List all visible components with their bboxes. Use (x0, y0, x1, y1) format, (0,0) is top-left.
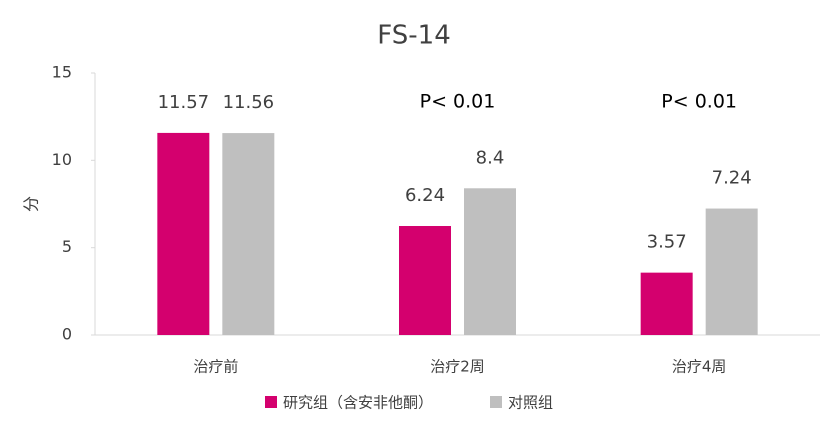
y-tick-label: 5 (62, 237, 72, 256)
x-tick-label: 治疗4周 (672, 358, 727, 376)
y-tick-label: 10 (52, 150, 72, 169)
y-tick-label: 15 (52, 63, 72, 82)
y-axis-label: 分 (22, 196, 41, 212)
legend-label: 对照组 (508, 394, 553, 412)
legend-swatch (265, 396, 277, 408)
annotation: P< 0.01 (661, 91, 737, 113)
value-label: 6.24 (405, 185, 445, 206)
bar (399, 226, 451, 335)
value-label: 11.56 (223, 92, 275, 113)
value-label: 7.24 (712, 168, 752, 189)
legend-swatch (490, 396, 502, 408)
bar (157, 132, 210, 335)
bar (640, 272, 693, 335)
legend-label: 研究组（含安非他酮） (283, 394, 433, 412)
value-label: 8.4 (476, 147, 505, 168)
bar (464, 188, 516, 335)
chart-title: FS-14 (377, 21, 450, 51)
x-tick-label: 治疗2周 (430, 358, 485, 376)
value-label: 3.57 (647, 232, 687, 253)
annotation: P< 0.01 (420, 91, 496, 113)
bar (222, 133, 275, 335)
value-label: 11.57 (158, 92, 210, 113)
bar (705, 208, 758, 335)
y-tick-label: 0 (62, 325, 72, 344)
x-tick-label: 治疗前 (193, 358, 238, 376)
